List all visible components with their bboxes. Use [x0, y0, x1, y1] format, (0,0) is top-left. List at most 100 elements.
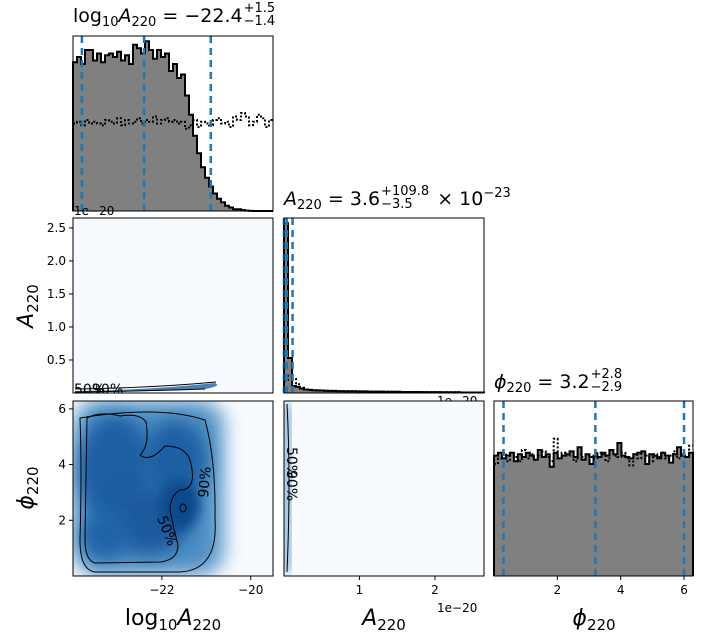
title-a220-scale: × 10: [431, 188, 483, 210]
log10a220-prior-step: [73, 112, 273, 130]
log10a220-bar-7: [101, 62, 106, 211]
log10a220-bar-19: [149, 50, 154, 211]
contour-label-90: 90%: [92, 382, 123, 398]
log10a220-bar-23: [165, 53, 170, 211]
log10a220-bar-12: [121, 60, 126, 211]
phi220-bar-18: [565, 454, 570, 576]
xlabel-log10a220-sub2: 220: [193, 616, 222, 634]
phi220-bar-39: [649, 454, 654, 576]
title-a220-sym: A: [282, 188, 297, 210]
phi220-bar-14: [549, 466, 554, 576]
ylabel-phi220-sym: ϕ: [14, 495, 39, 510]
xlabel-phi220-sub2: 220: [587, 616, 616, 634]
log10a220-bar-38: [225, 205, 230, 211]
phi220-bar-41: [657, 458, 662, 576]
phi220-bar-28: [605, 455, 610, 576]
title-a220-value: = 3.6: [322, 188, 380, 210]
a220-y-tick-label-0: 0.5: [47, 353, 66, 367]
log10a220-bar-16: [137, 48, 142, 211]
log10a220-bar-11: [117, 51, 122, 211]
log10a220-posterior-step: [72, 40, 273, 212]
phi220-bar-40: [653, 455, 658, 576]
phi220-y-tick-label-2: 6: [58, 402, 66, 416]
phi220-bar-12: [541, 457, 547, 576]
title-log10a220-err-plus: +1.5: [244, 1, 276, 16]
phi220-bar-4: [509, 452, 515, 576]
contour-label-50-a220: 50%: [283, 447, 299, 478]
title-a220-sub2: 220: [297, 198, 322, 213]
phi220-bar-23: [585, 454, 590, 576]
a220-y-tick-label-4: 2.5: [47, 221, 66, 235]
hist-phi220-bars: [493, 437, 694, 576]
phi220-bar-20: [573, 457, 578, 576]
ylabel-phi220-sub2: 220: [24, 466, 42, 495]
a220-bar-9: [320, 390, 325, 393]
log10a220-bar-35: [213, 193, 218, 211]
log10a220-x-tick-label-0: −22: [149, 583, 174, 597]
phi220-bar-16: [557, 458, 562, 576]
log10a220-bar-24: [169, 71, 174, 211]
phi220-y-tick-label-0: 2: [58, 513, 66, 527]
xlabel-a220-sym: A: [360, 606, 377, 631]
phi220-bar-5: [513, 461, 519, 576]
yticks-a220: 0.5 1.0 1.5 2.0 2.5: [47, 221, 73, 367]
a220-y-tick-label-2: 1.5: [47, 287, 66, 301]
yticks-phi220: 2 4 6: [58, 402, 73, 527]
phi220-bar-21: [577, 447, 582, 576]
log10a220-bar-25: [173, 64, 178, 211]
log10a220-bar-22: [161, 57, 166, 211]
phi220-bar-26: [597, 457, 602, 576]
title-phi220-value: = 3.2: [531, 371, 589, 393]
xticks-phi220: 2 4 6: [554, 576, 688, 597]
log10a220-bar-28: [185, 95, 190, 211]
title-a220-err-plus: +109.8: [381, 184, 429, 199]
phi220-bar-17: [561, 455, 566, 576]
log10a220-bar-26: [177, 78, 182, 211]
title-phi220-sym: ϕ: [494, 371, 507, 393]
ylabel-a220-sub2: 220: [24, 284, 42, 313]
log10a220-bar-10: [113, 57, 118, 211]
log10a220-bar-31: [197, 153, 202, 211]
a220-bar-12: [332, 390, 337, 393]
log10a220-bar-36: [217, 198, 222, 211]
offset-text-a220-x: 1e−20: [437, 601, 477, 615]
title-log10a220-fn: log: [73, 5, 102, 27]
title-log10a220-sym: A: [117, 5, 132, 27]
phi220-bar-10: [533, 459, 539, 576]
log10a220-bar-9: [109, 53, 114, 211]
phi220-x-tick-label-2: 6: [680, 583, 688, 597]
log10a220-bar-33: [205, 177, 210, 211]
phi220-bar-34: [629, 458, 634, 576]
log10a220-bar-37: [221, 202, 226, 211]
phi220-bar-45: [673, 454, 678, 576]
log10a220-bar-1: [77, 57, 82, 211]
log10a220-x-tick-label-1: −20: [238, 583, 263, 597]
title-log10a220-err-minus: −1.4: [244, 14, 276, 29]
a220-y-tick-label-1: 1.0: [47, 320, 66, 334]
xlabel-a220-sub2: 220: [377, 616, 406, 634]
log10a220-bar-5: [93, 60, 98, 211]
offset-text-a220-y: 1e−20: [74, 204, 114, 218]
title-log10-a220: log10A220 = −22.4+1.5 −1.4: [73, 1, 275, 30]
phi220-bar-31: [617, 443, 622, 576]
ylabel-a220: A220: [14, 284, 42, 330]
log10a220-bar-32: [201, 167, 206, 211]
hist-log10-a220-bars: [72, 40, 273, 212]
xlabel-log10a220-fn: log: [125, 606, 159, 631]
phi220-bar-13: [545, 454, 551, 576]
title-phi220: ϕ220 = 3.2+2.8 −2.9: [494, 367, 622, 396]
phi220-bar-0: [494, 455, 499, 576]
phi220-bar-24: [589, 464, 594, 576]
xlabel-log10a220-sym: A: [175, 606, 192, 631]
phi220-bar-11: [537, 450, 543, 576]
phi220-bar-29: [609, 450, 614, 576]
panel-hist-a220: A220 = 3.6+109.8−3.5 × 10−23 1e−20: [282, 184, 511, 408]
title-a220-err-minus: −3.5: [381, 197, 413, 212]
log10a220-bar-15: [133, 44, 138, 211]
quantile-lines-phi220: [502, 401, 686, 576]
title-phi220-err-plus: +2.8: [591, 367, 623, 382]
xlabel-phi220-sym: ϕ: [572, 606, 587, 631]
log10a220-bar-29: [189, 114, 194, 211]
contour-label-90-phi: 90%: [196, 466, 215, 498]
xlabel-a220: A220: [360, 606, 406, 634]
